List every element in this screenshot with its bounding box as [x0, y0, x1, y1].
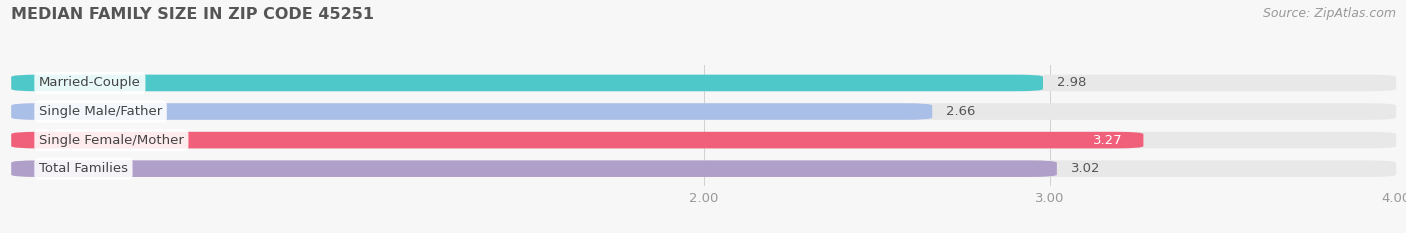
Text: Single Female/Mother: Single Female/Mother: [39, 134, 184, 147]
FancyBboxPatch shape: [11, 132, 1396, 148]
Text: 3.02: 3.02: [1071, 162, 1101, 175]
FancyBboxPatch shape: [11, 160, 1057, 177]
FancyBboxPatch shape: [11, 103, 932, 120]
Text: Married-Couple: Married-Couple: [39, 76, 141, 89]
FancyBboxPatch shape: [11, 103, 1396, 120]
Text: 3.27: 3.27: [1092, 134, 1122, 147]
Text: Source: ZipAtlas.com: Source: ZipAtlas.com: [1263, 7, 1396, 20]
Text: 2.98: 2.98: [1057, 76, 1087, 89]
Text: MEDIAN FAMILY SIZE IN ZIP CODE 45251: MEDIAN FAMILY SIZE IN ZIP CODE 45251: [11, 7, 374, 22]
Text: Total Families: Total Families: [39, 162, 128, 175]
FancyBboxPatch shape: [11, 75, 1396, 91]
FancyBboxPatch shape: [11, 160, 1396, 177]
Text: Single Male/Father: Single Male/Father: [39, 105, 162, 118]
Text: 2.66: 2.66: [946, 105, 976, 118]
FancyBboxPatch shape: [11, 75, 1043, 91]
FancyBboxPatch shape: [11, 132, 1143, 148]
